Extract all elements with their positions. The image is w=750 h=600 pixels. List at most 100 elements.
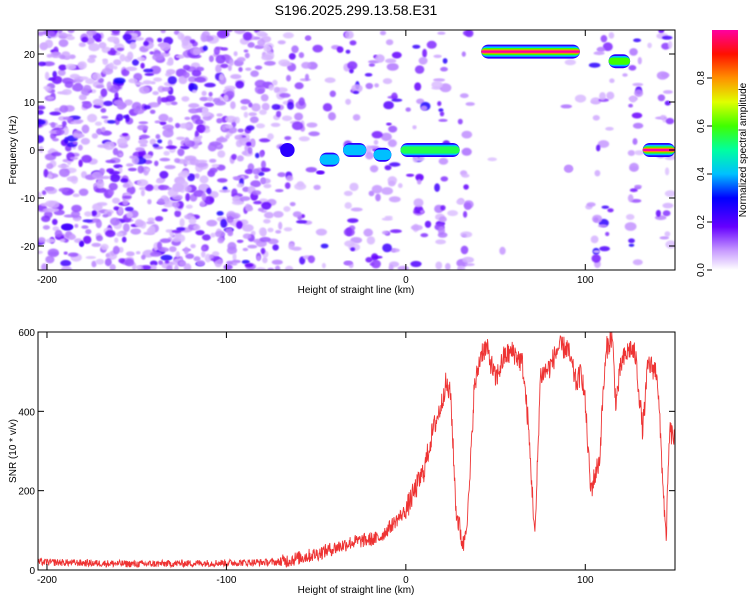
heatmap-cell	[632, 259, 643, 266]
heatmap-cell	[599, 246, 610, 252]
heatmap-cell	[294, 182, 307, 191]
heatmap-cell	[73, 119, 84, 124]
heatmap-cell	[365, 82, 374, 90]
heatmap-cell	[45, 238, 56, 243]
heatmap-cell	[665, 167, 670, 176]
heatmap-cell	[47, 96, 55, 100]
heatmap-cell	[59, 238, 66, 243]
heatmap-cell	[38, 61, 46, 67]
heatmap-cell	[312, 44, 324, 53]
heatmap-cell	[462, 256, 474, 264]
heatmap-cell	[627, 194, 634, 203]
heatmap-cell	[78, 144, 83, 151]
heatmap-cell	[382, 243, 392, 253]
heatmap-cell	[433, 54, 442, 58]
heatmap-cell	[250, 70, 259, 77]
heatmap-cell	[410, 260, 422, 268]
heatmap-cell	[102, 213, 109, 218]
heatmap-cell	[91, 210, 97, 217]
heatmap-cell	[257, 38, 266, 47]
heatmap-cell	[124, 258, 135, 267]
heatmap-cell	[296, 220, 308, 224]
heatmap-cell	[437, 31, 446, 35]
heatmap-cell	[237, 128, 244, 133]
heatmap-cell	[239, 196, 251, 202]
heatmap-cell	[256, 255, 261, 262]
heatmap-cell	[165, 145, 178, 150]
heatmap-cell	[123, 223, 130, 233]
heatmap-cell	[232, 176, 241, 180]
heatmap-cell	[647, 42, 652, 49]
heatmap-cell	[62, 89, 72, 95]
snr-y-label: SNR (10 * v/v)	[8, 419, 19, 483]
heatmap-cell	[81, 225, 89, 229]
heatmap-cell	[251, 138, 256, 148]
heatmap-cell	[288, 243, 295, 250]
heatmap-cell	[136, 179, 149, 187]
heatmap-cell	[96, 235, 103, 242]
heatmap-cell	[273, 211, 284, 218]
heatmap-cell	[174, 158, 181, 163]
heatmap-cell	[101, 126, 106, 133]
heatmap-cell	[242, 247, 249, 252]
heatmap-cell	[262, 256, 268, 264]
heatmap-cell	[158, 260, 164, 265]
heatmap-cell	[220, 63, 229, 69]
heatmap-cell	[424, 220, 432, 228]
snr-x-ticks: -200 -100 0 100	[37, 332, 594, 586]
heatmap-cell	[182, 38, 189, 47]
heatmap-cell	[195, 119, 204, 125]
heatmap-cell	[286, 74, 291, 82]
heatmap-cell	[224, 124, 234, 129]
heatmap-cell	[81, 124, 90, 134]
heatmap-cell	[279, 93, 291, 98]
heatmap-cell	[242, 31, 253, 41]
heatmap-cell	[105, 230, 116, 238]
heatmap-cell	[99, 168, 106, 175]
heatmap-cell	[72, 83, 84, 92]
heatmap-cell	[216, 259, 223, 264]
heatmap-cell	[364, 73, 373, 77]
heatmap-cell	[87, 113, 98, 123]
heatmap-cell	[193, 190, 205, 197]
heatmap-cell	[176, 227, 186, 231]
heatmap-cell	[629, 162, 639, 172]
heatmap-cell	[463, 184, 469, 190]
heatmap-cell	[420, 210, 425, 214]
heatmap-cell	[82, 219, 93, 223]
heatmap-cell	[86, 37, 95, 45]
heatmap-cell	[252, 168, 261, 175]
heatmap-cell	[196, 124, 206, 133]
heatmap-cell	[147, 199, 152, 205]
heatmap-cell	[94, 121, 102, 126]
heatmap-cell	[206, 187, 212, 195]
heatmap-cell	[42, 61, 55, 67]
heatmap-cell	[588, 62, 601, 68]
x-tick-label: 0	[403, 575, 409, 586]
heatmap-cell	[625, 214, 635, 220]
heatmap-cell	[398, 183, 403, 189]
heatmap-cell	[275, 230, 282, 234]
heatmap-cell	[193, 256, 201, 262]
heatmap-cell	[324, 77, 336, 83]
heatmap-cell	[261, 54, 274, 61]
heatmap-cell	[385, 58, 397, 64]
heatmap-cell	[391, 51, 402, 59]
heatmap-cell	[242, 233, 252, 239]
heatmap-cell	[207, 96, 214, 102]
heatmap-cell	[146, 221, 155, 225]
heatmap-cell	[267, 133, 274, 140]
heatmap-cell	[461, 147, 472, 156]
heatmap-cell	[238, 67, 243, 72]
heatmap-cell	[74, 223, 79, 228]
colorbar: 0.0 0.2 0.4 0.6 0.8 Normalized spectral ampl…	[696, 30, 749, 277]
heatmap-cell	[108, 182, 118, 191]
heatmap-cell	[662, 202, 674, 209]
heatmap-cell	[243, 111, 249, 118]
heatmap-cell	[122, 114, 129, 119]
heatmap-cell	[591, 254, 601, 263]
heatmap-cell	[140, 62, 145, 69]
heatmap-cell	[95, 187, 107, 193]
heatmap-cell	[188, 83, 198, 92]
heatmap-cell	[232, 253, 237, 261]
